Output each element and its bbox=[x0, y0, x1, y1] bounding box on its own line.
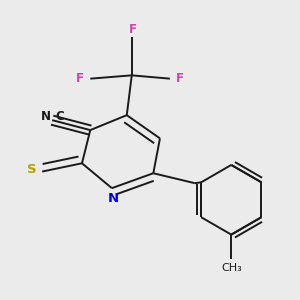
Text: CH₃: CH₃ bbox=[221, 263, 242, 273]
Text: C: C bbox=[55, 110, 64, 123]
Text: F: F bbox=[76, 71, 84, 85]
Text: F: F bbox=[128, 23, 136, 36]
Text: S: S bbox=[27, 164, 37, 176]
Text: N: N bbox=[108, 192, 119, 205]
Text: N: N bbox=[41, 110, 51, 123]
Text: F: F bbox=[176, 71, 184, 85]
